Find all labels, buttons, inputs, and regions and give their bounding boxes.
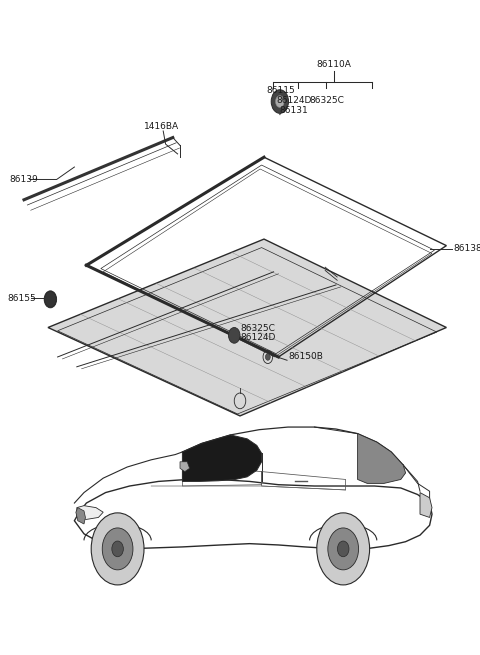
Text: 86115: 86115 [266,86,295,95]
Circle shape [91,513,144,585]
Circle shape [228,328,240,343]
Text: 86325C: 86325C [310,96,345,105]
Circle shape [337,541,349,557]
Circle shape [271,90,288,113]
Circle shape [276,96,284,107]
Text: 86131: 86131 [280,105,309,115]
Circle shape [45,291,56,307]
Polygon shape [420,493,432,517]
Polygon shape [180,462,190,472]
Circle shape [44,291,57,308]
Text: 86325C: 86325C [240,324,275,333]
Polygon shape [358,434,406,483]
Circle shape [328,528,359,570]
Polygon shape [48,239,446,416]
Polygon shape [182,435,262,481]
Polygon shape [76,508,85,524]
Circle shape [265,354,270,360]
Text: 86110A: 86110A [317,60,352,69]
Text: 86155: 86155 [7,293,36,303]
Circle shape [317,513,370,585]
Text: 86124D: 86124D [240,333,276,342]
Text: 86139: 86139 [10,175,38,184]
Circle shape [112,541,123,557]
Text: 86138: 86138 [454,244,480,253]
Text: 86150B: 86150B [288,352,323,361]
Text: 1416BA: 1416BA [144,122,179,131]
Circle shape [102,528,133,570]
Polygon shape [77,506,103,519]
Text: 86124D: 86124D [276,96,312,105]
